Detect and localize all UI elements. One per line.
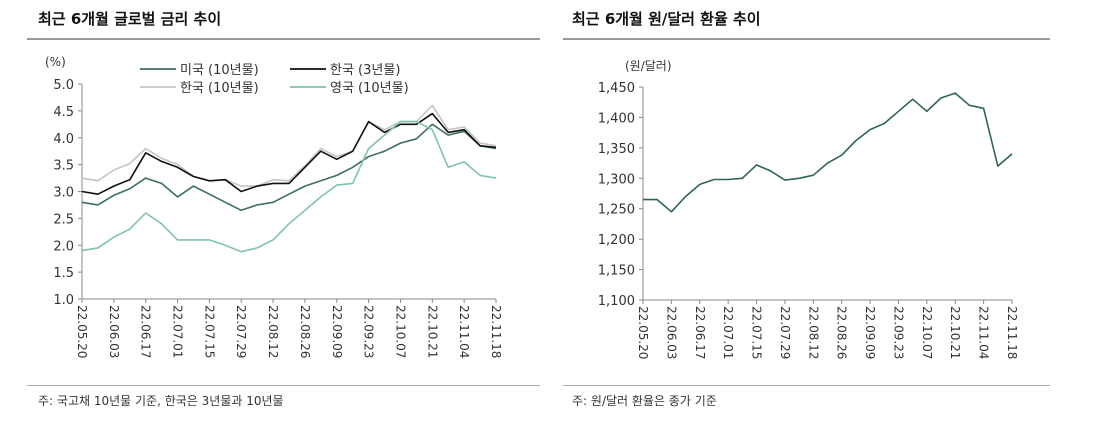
- x-tick-label: 22.11.18: [1005, 306, 1019, 359]
- x-tick-label: 22.09.09: [330, 305, 344, 358]
- series-line-2: [81, 104, 497, 187]
- x-tick-label: 22.07.01: [721, 306, 735, 359]
- x-tick-label: 22.09.23: [891, 306, 905, 359]
- y-tick-label: 1,250: [598, 203, 635, 218]
- x-tick-label: 22.11.18: [489, 305, 503, 358]
- x-tick-label: 22.09.23: [362, 305, 376, 358]
- y-tick-label: 4.0: [53, 132, 74, 147]
- series-line-3: [81, 120, 497, 253]
- right-footer-divider: [563, 385, 1050, 386]
- legend-label: 영국 (10년물): [330, 81, 409, 96]
- y-tick-label: 1.0: [53, 293, 74, 308]
- series-line-1: [81, 112, 497, 195]
- y-tick-label: 2.0: [53, 239, 74, 254]
- left-footer-divider: [27, 385, 540, 386]
- y-tick-label: 1,200: [598, 233, 635, 248]
- x-tick-label: 22.06.17: [139, 305, 153, 358]
- y-tick-label: 1,450: [598, 81, 635, 96]
- x-tick-label: 22.11.04: [457, 305, 471, 358]
- right-chart-title: 최근 6개월 원/달러 환율 추이: [572, 10, 761, 28]
- x-tick-label: 22.09.09: [863, 306, 877, 359]
- y-tick-label: 5.0: [53, 78, 74, 93]
- x-tick-label: 22.07.29: [778, 306, 792, 359]
- legend-label: 미국 (10년물): [180, 63, 259, 78]
- y-tick-label: 2.5: [53, 212, 74, 227]
- y-tick-label: 3.0: [53, 186, 74, 201]
- y-tick-label: 1,300: [598, 172, 635, 187]
- x-tick-label: 22.07.15: [202, 305, 216, 358]
- x-tick-label: 22.05.20: [636, 306, 650, 359]
- y-tick-label: 1,150: [598, 264, 635, 279]
- y-axis-unit-label: (%): [45, 55, 66, 69]
- y-tick-label: 1,100: [598, 294, 635, 309]
- x-tick-label: 22.07.29: [234, 305, 248, 358]
- x-tick-label: 22.08.26: [835, 306, 849, 359]
- y-axis-unit-label: (원/달러): [625, 59, 672, 73]
- x-tick-label: 22.10.21: [425, 305, 439, 358]
- left-title-divider: [27, 38, 540, 40]
- x-tick-label: 22.07.01: [171, 305, 185, 358]
- series-line-0: [81, 123, 497, 212]
- x-tick-label: 22.10.07: [920, 306, 934, 359]
- x-tick-label: 22.06.17: [693, 306, 707, 359]
- y-tick-label: 1,350: [598, 142, 635, 157]
- y-tick-label: 4.5: [53, 105, 74, 120]
- x-tick-label: 22.08.12: [266, 305, 280, 358]
- y-tick-label: 1.5: [53, 266, 74, 281]
- x-tick-label: 22.05.20: [75, 305, 89, 358]
- x-tick-label: 22.08.12: [806, 306, 820, 359]
- x-tick-label: 22.10.07: [393, 305, 407, 358]
- x-tick-label: 22.08.26: [298, 305, 312, 358]
- right-title-divider: [563, 38, 1050, 40]
- x-tick-label: 22.07.15: [750, 306, 764, 359]
- x-tick-label: 22.10.21: [948, 306, 962, 359]
- legend-label: 한국 (3년물): [330, 63, 400, 78]
- left-chart-title: 최근 6개월 글로벌 금리 추이: [38, 10, 222, 28]
- x-tick-label: 22.06.03: [107, 305, 121, 358]
- series-line-0: [643, 92, 1013, 213]
- x-tick-label: 22.11.04: [977, 306, 991, 359]
- x-tick-label: 22.06.03: [664, 306, 678, 359]
- y-tick-label: 3.5: [53, 159, 74, 174]
- left-chart-note: 주: 국고채 10년물 기준, 한국은 3년물과 10년물: [38, 394, 284, 408]
- right-chart-note: 주: 원/달러 환율은 종가 기준: [572, 394, 717, 408]
- legend-label: 한국 (10년물): [180, 81, 259, 96]
- y-tick-label: 1,400: [598, 111, 635, 126]
